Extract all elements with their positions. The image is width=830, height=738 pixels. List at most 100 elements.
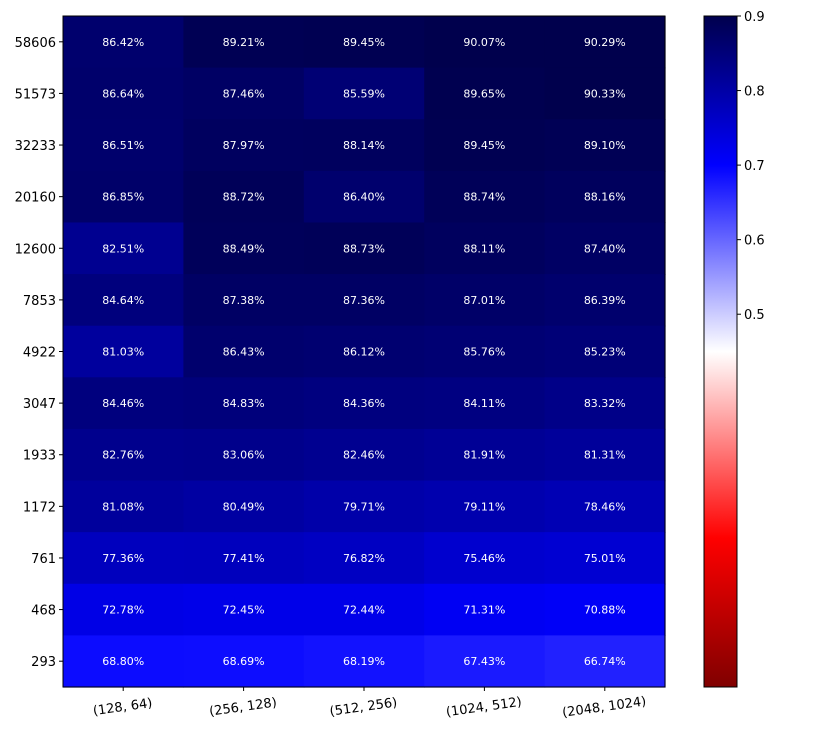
heatmap-cell	[303, 170, 425, 224]
y-tick-label: 1933	[23, 449, 56, 464]
cell-value-label: 77.41%	[223, 552, 265, 565]
cell-value-label: 84.46%	[102, 397, 144, 410]
heatmap-cell	[183, 583, 305, 636]
heatmap-cell	[183, 67, 305, 120]
cell-value-label: 87.01%	[463, 294, 505, 307]
heatmap-cell	[303, 274, 425, 327]
cell-value-label: 84.83%	[223, 397, 265, 410]
cell-value-label: 72.78%	[102, 604, 144, 617]
heatmap-cell	[303, 325, 425, 378]
colorbar-tick-label: 0.9	[744, 10, 765, 25]
heatmap-cell	[424, 119, 546, 172]
plot-area: 86.42% 89.21% 89.45% 90.07% 90.29% 86.64% 87.4…	[62, 15, 666, 688]
cell-value-label: 79.11%	[463, 500, 505, 513]
heatmap-cell	[63, 170, 184, 224]
cell-value-label: 68.80%	[102, 655, 144, 668]
heatmap-cell	[424, 532, 546, 585]
colorbar-tick-label: 0.5	[744, 308, 765, 323]
heatmap-cell	[63, 428, 184, 482]
cell-value-label: 87.46%	[223, 87, 265, 100]
cell-value-label: 84.64%	[102, 294, 144, 307]
heatmap-cell	[544, 325, 666, 378]
heatmap-cell	[424, 222, 546, 275]
colorbar-gradient	[703, 15, 738, 688]
y-tick-label: 4922	[23, 346, 56, 361]
x-tick-label: (1024, 512)	[445, 695, 523, 720]
cell-value-label: 88.73%	[343, 242, 385, 255]
cell-value-label: 88.14%	[343, 139, 385, 152]
heatmap-cell	[303, 377, 425, 430]
cell-value-label: 71.31%	[463, 604, 505, 617]
heatmap-cell	[183, 325, 305, 378]
cell-value-label: 86.51%	[102, 139, 144, 152]
heatmap-cell	[183, 532, 305, 585]
cell-value-label: 72.45%	[223, 604, 265, 617]
heatmap-cell	[63, 67, 184, 120]
heatmap-cell	[183, 274, 305, 327]
y-tick-label: 1172	[23, 500, 56, 515]
y-axis: 58606 51573 32233 20160 12600 7853 4922 3047 193…	[15, 36, 63, 670]
cell-value-label: 82.76%	[102, 449, 144, 462]
cell-value-label: 81.91%	[463, 449, 505, 462]
heatmap-cell	[544, 222, 666, 275]
cell-value-label: 81.03%	[102, 346, 144, 359]
heatmap-cell	[544, 480, 666, 533]
x-tick-label: (256, 128)	[208, 695, 277, 719]
cell-value-label: 77.36%	[102, 552, 144, 565]
heatmap-cell	[544, 16, 666, 69]
heatmap-cell	[424, 325, 546, 378]
heatmap-cell	[544, 428, 666, 482]
cell-value-label: 85.23%	[584, 346, 626, 359]
cell-value-label: 83.32%	[584, 397, 626, 410]
x-tick-label: (128, 64)	[92, 696, 153, 719]
cell-value-label: 88.72%	[223, 191, 265, 204]
cell-value-label: 82.46%	[343, 449, 385, 462]
cell-value-label: 87.38%	[223, 294, 265, 307]
heatmap-cell	[303, 67, 425, 120]
heatmap-cell	[63, 274, 184, 327]
y-tick-label: 3047	[23, 397, 56, 412]
heatmap-cell	[544, 377, 666, 430]
heatmap-cell	[63, 16, 184, 69]
heatmap-cell	[424, 274, 546, 327]
heatmap-cell	[183, 480, 305, 533]
heatmap-cell	[424, 428, 546, 482]
heatmap-cell	[424, 170, 546, 224]
heatmap-cell	[183, 222, 305, 275]
colorbar: 0.5 0.6 0.7 0.8 0.9	[703, 10, 765, 688]
heatmap-cell	[183, 170, 305, 224]
colorbar-tick-label: 0.6	[744, 234, 765, 249]
y-tick-label: 20160	[15, 191, 56, 206]
heatmap-cell	[303, 16, 425, 69]
heatmap-cell	[63, 635, 184, 688]
cell-value-label: 89.65%	[463, 87, 505, 100]
cell-value-label: 85.76%	[463, 346, 505, 359]
colorbar-tick-label: 0.7	[744, 159, 765, 174]
heatmap-cell	[303, 119, 425, 172]
y-tick-label: 51573	[15, 87, 56, 102]
cell-value-label: 86.43%	[223, 346, 265, 359]
heatmap-cell	[63, 377, 184, 430]
heatmap-cell	[183, 377, 305, 430]
cell-value-label: 85.59%	[343, 87, 385, 100]
heatmap-cell	[424, 67, 546, 120]
cell-value-label: 81.31%	[584, 449, 626, 462]
heatmap-cell	[183, 16, 305, 69]
heatmap-cell	[303, 583, 425, 636]
heatmap-cell	[63, 325, 184, 378]
heatmap-cell	[424, 583, 546, 636]
y-tick-label: 761	[31, 552, 56, 567]
heatmap-cell	[303, 635, 425, 688]
heatmap-cell	[63, 583, 184, 636]
cell-value-label: 87.97%	[223, 139, 265, 152]
cell-value-label: 88.11%	[463, 242, 505, 255]
cell-value-label: 79.71%	[343, 500, 385, 513]
cell-value-label: 82.51%	[102, 242, 144, 255]
cell-value-label: 68.69%	[223, 655, 265, 668]
cell-value-label: 89.21%	[223, 36, 265, 49]
heatmap-cell	[424, 480, 546, 533]
cell-value-label: 83.06%	[223, 449, 265, 462]
y-tick-label: 32233	[15, 139, 56, 154]
cell-value-label: 90.29%	[584, 36, 626, 49]
heatmap-cell	[303, 428, 425, 482]
